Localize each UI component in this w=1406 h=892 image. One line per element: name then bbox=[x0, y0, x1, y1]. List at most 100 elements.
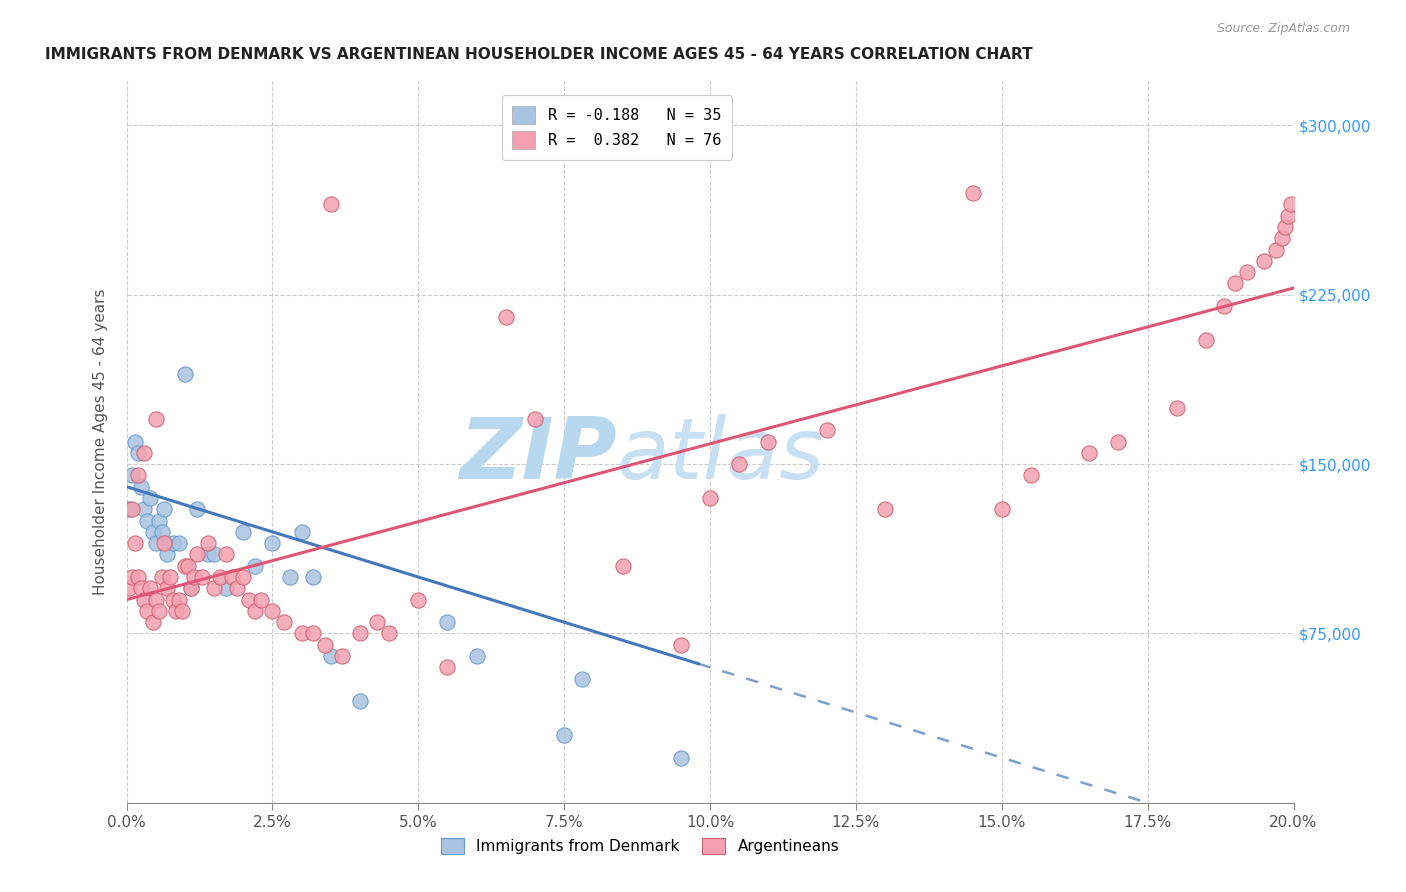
Point bbox=[162, 536, 184, 550]
Point bbox=[319, 648, 342, 663]
Point bbox=[815, 423, 838, 437]
Text: Source: ZipAtlas.com: Source: ZipAtlas.com bbox=[1216, 22, 1350, 36]
Point bbox=[728, 457, 751, 471]
Point bbox=[153, 536, 176, 550]
Point bbox=[1271, 231, 1294, 245]
Point bbox=[215, 548, 238, 562]
Point bbox=[180, 582, 202, 596]
Point bbox=[183, 570, 205, 584]
Point bbox=[118, 502, 141, 516]
Point bbox=[186, 502, 208, 516]
Point bbox=[221, 570, 243, 584]
Point bbox=[699, 491, 721, 505]
Point bbox=[436, 660, 458, 674]
Point bbox=[121, 502, 143, 516]
Point bbox=[1108, 434, 1130, 449]
Point bbox=[408, 592, 430, 607]
Point bbox=[167, 536, 190, 550]
Point bbox=[167, 592, 190, 607]
Point bbox=[290, 626, 312, 640]
Point bbox=[278, 570, 301, 584]
Point bbox=[129, 582, 152, 596]
Point bbox=[127, 446, 149, 460]
Point bbox=[121, 570, 143, 584]
Point bbox=[290, 524, 312, 539]
Point bbox=[1166, 401, 1188, 415]
Point bbox=[145, 536, 167, 550]
Point bbox=[148, 514, 170, 528]
Point bbox=[378, 626, 401, 640]
Point bbox=[1019, 468, 1042, 483]
Point bbox=[174, 367, 197, 381]
Point bbox=[232, 570, 254, 584]
Point bbox=[1277, 209, 1299, 223]
Point bbox=[314, 638, 336, 652]
Point bbox=[153, 502, 176, 516]
Point bbox=[129, 480, 152, 494]
Point bbox=[150, 524, 173, 539]
Point bbox=[197, 536, 219, 550]
Point bbox=[145, 592, 167, 607]
Point bbox=[136, 514, 159, 528]
Point bbox=[165, 604, 187, 618]
Point bbox=[1078, 446, 1101, 460]
Point bbox=[1253, 253, 1275, 268]
Point bbox=[571, 672, 593, 686]
Point bbox=[202, 582, 225, 596]
Point bbox=[553, 728, 575, 742]
Point bbox=[191, 570, 214, 584]
Point bbox=[215, 582, 238, 596]
Point bbox=[142, 524, 165, 539]
Point bbox=[156, 582, 179, 596]
Point bbox=[302, 626, 325, 640]
Point bbox=[238, 592, 260, 607]
Point bbox=[186, 548, 208, 562]
Point bbox=[132, 446, 155, 460]
Point bbox=[349, 694, 371, 708]
Legend: Immigrants from Denmark, Argentineans: Immigrants from Denmark, Argentineans bbox=[434, 832, 845, 860]
Point bbox=[180, 582, 202, 596]
Point bbox=[170, 604, 193, 618]
Text: atlas: atlas bbox=[617, 415, 825, 498]
Point bbox=[349, 626, 371, 640]
Point bbox=[273, 615, 295, 630]
Point bbox=[197, 548, 219, 562]
Point bbox=[226, 582, 249, 596]
Point bbox=[232, 524, 254, 539]
Point bbox=[118, 582, 141, 596]
Point bbox=[156, 548, 179, 562]
Point bbox=[145, 412, 167, 426]
Point bbox=[162, 592, 184, 607]
Point bbox=[174, 558, 197, 573]
Point bbox=[127, 468, 149, 483]
Point bbox=[127, 570, 149, 584]
Point bbox=[366, 615, 388, 630]
Point bbox=[124, 536, 146, 550]
Point bbox=[208, 570, 231, 584]
Point bbox=[139, 491, 162, 505]
Point bbox=[142, 615, 165, 630]
Point bbox=[875, 502, 897, 516]
Point bbox=[990, 502, 1012, 516]
Point bbox=[756, 434, 779, 449]
Point bbox=[612, 558, 634, 573]
Point bbox=[124, 434, 146, 449]
Point bbox=[524, 412, 547, 426]
Point bbox=[249, 592, 271, 607]
Point bbox=[121, 468, 143, 483]
Point bbox=[1223, 277, 1247, 291]
Point bbox=[332, 648, 354, 663]
Point bbox=[1212, 299, 1234, 313]
Point bbox=[150, 570, 173, 584]
Point bbox=[669, 750, 692, 764]
Point bbox=[1265, 243, 1288, 257]
Point bbox=[243, 604, 266, 618]
Point bbox=[669, 638, 692, 652]
Point bbox=[177, 558, 200, 573]
Point bbox=[148, 604, 170, 618]
Point bbox=[436, 615, 458, 630]
Point bbox=[132, 592, 155, 607]
Y-axis label: Householder Income Ages 45 - 64 years: Householder Income Ages 45 - 64 years bbox=[93, 288, 108, 595]
Point bbox=[302, 570, 325, 584]
Point bbox=[136, 604, 159, 618]
